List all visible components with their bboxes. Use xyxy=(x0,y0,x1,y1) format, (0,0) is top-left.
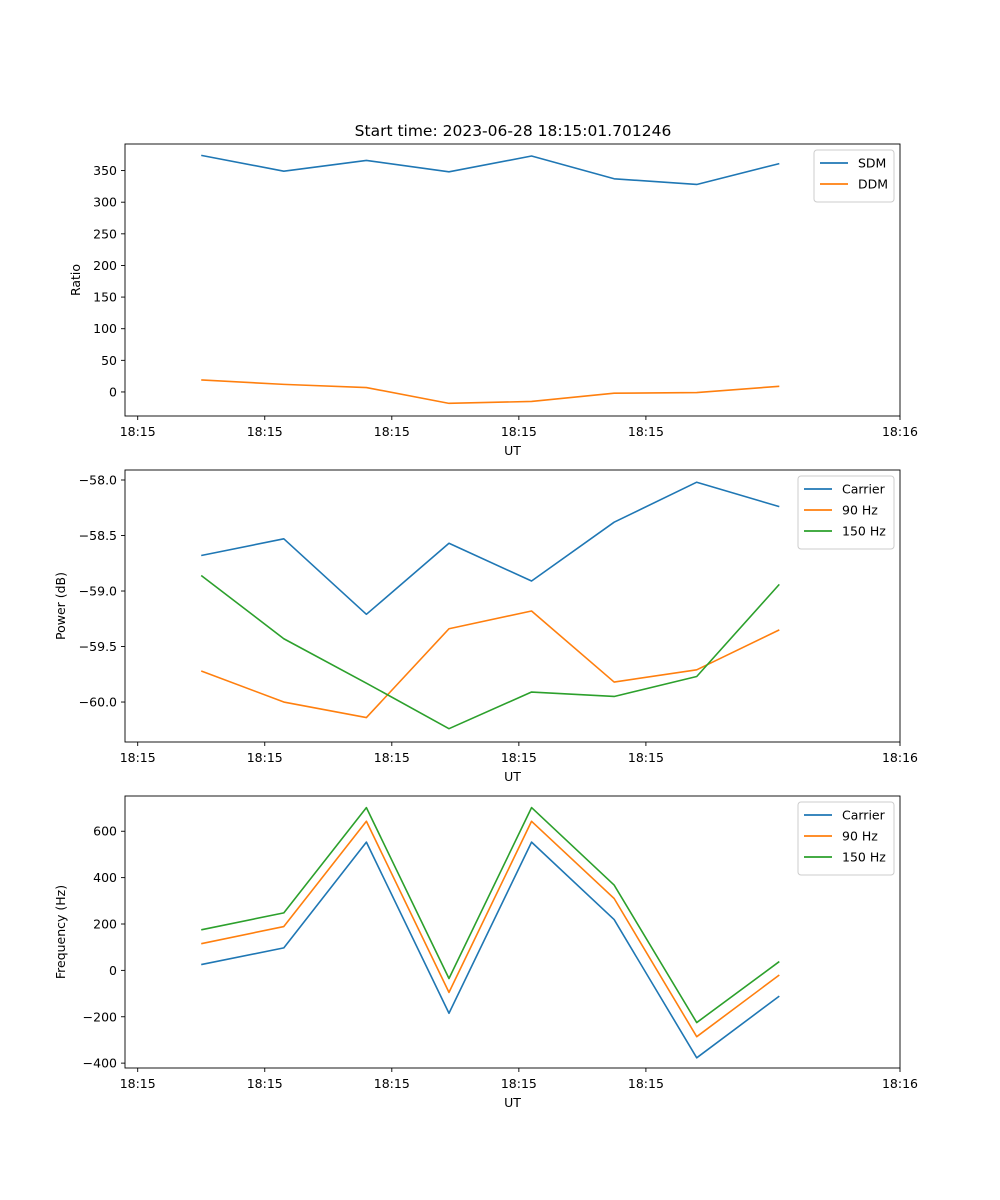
legend-entry: 150 Hz xyxy=(842,524,886,539)
legend-entry: 90 Hz xyxy=(842,829,878,844)
y-tick-label: 50 xyxy=(101,353,117,368)
legend-entry: DDM xyxy=(858,177,888,192)
series-line-2 xyxy=(201,379,780,405)
y-tick-label: −58.0 xyxy=(79,472,117,487)
legend-entry: 150 Hz xyxy=(842,850,886,865)
x-axis-label: UT xyxy=(504,1095,521,1110)
plot-area: 18:15 18:15 18:15 18:15 18:15 18:16 0 50 100 150 2… xyxy=(53,143,918,1110)
x-axis-label: UT xyxy=(504,769,521,784)
x-tick-label: 18:15 xyxy=(374,750,410,765)
legend-entry: Carrier xyxy=(842,808,886,823)
x-tick-label: 18:15 xyxy=(628,1076,664,1091)
y-tick-label: 100 xyxy=(93,321,117,336)
x-tick-label: 18:15 xyxy=(501,1076,537,1091)
y-tick-label: 300 xyxy=(93,195,117,210)
legend: Carrier 90 Hz 150 Hz xyxy=(797,475,895,550)
y-tick-label: −59.0 xyxy=(79,584,117,599)
y-tick-label: −400 xyxy=(83,1056,117,1071)
y-tick-label: 600 xyxy=(93,824,117,839)
series-line-1 xyxy=(201,481,780,616)
subplot-3: 18:15 18:15 18:15 18:15 18:15 18:16 −400 −200 0 2… xyxy=(53,795,918,1110)
y-tick-label: 0 xyxy=(109,963,117,978)
legend-entry: 90 Hz xyxy=(842,503,878,518)
y-tick-label: 400 xyxy=(93,870,117,885)
x-tick-label: 18:15 xyxy=(120,1076,156,1091)
series-line-3 xyxy=(200,574,780,730)
x-axis-label: UT xyxy=(504,443,521,458)
x-tick-label: 18:15 xyxy=(374,1076,410,1091)
y-tick-label: −200 xyxy=(83,1009,117,1024)
x-tick-label: 18:15 xyxy=(501,424,537,439)
series-line-2 xyxy=(200,610,780,719)
legend-entry: SDM xyxy=(858,156,886,171)
y-tick-label: 150 xyxy=(93,290,117,305)
x-tick-label: 18:16 xyxy=(882,750,918,765)
y-tick-label: −60.0 xyxy=(79,695,117,710)
x-tick-label: 18:15 xyxy=(120,424,156,439)
x-tick-label: 18:15 xyxy=(247,750,283,765)
y-axis-label: Frequency (Hz) xyxy=(53,885,68,979)
figure-title: Start time: 2023-06-28 18:15:01.701246 xyxy=(355,122,672,140)
y-tick-label: −58.5 xyxy=(79,528,117,543)
x-tick-label: 18:15 xyxy=(247,424,283,439)
x-tick-label: 18:15 xyxy=(501,750,537,765)
x-tick-label: 18:15 xyxy=(374,424,410,439)
legend: Carrier 90 Hz 150 Hz xyxy=(797,801,895,876)
y-tick-label: 350 xyxy=(93,163,117,178)
x-tick-label: 18:15 xyxy=(120,750,156,765)
y-tick-label: 200 xyxy=(93,258,117,273)
y-axis-label: Ratio xyxy=(68,264,83,296)
axes-frame xyxy=(124,469,901,743)
series-line-1 xyxy=(201,154,780,186)
y-tick-label: 250 xyxy=(93,226,117,241)
x-tick-label: 18:15 xyxy=(247,1076,283,1091)
series-line-2 xyxy=(201,820,780,1038)
axes-frame xyxy=(124,143,901,417)
series-line-3 xyxy=(201,806,780,1024)
y-axis-label: Power (dB) xyxy=(53,572,68,640)
y-tick-label: −59.5 xyxy=(79,639,117,654)
subplot-1: 18:15 18:15 18:15 18:15 18:15 18:16 0 50 100 150 2… xyxy=(68,143,918,458)
legend: SDM DDM xyxy=(813,149,895,203)
subplot-2: 18:15 18:15 18:15 18:15 18:15 18:16 −60.0 −59.5… xyxy=(53,469,918,784)
y-tick-label: 0 xyxy=(109,384,117,399)
legend-entry: Carrier xyxy=(842,482,886,497)
x-tick-label: 18:16 xyxy=(882,424,918,439)
series-line-1 xyxy=(201,841,780,1059)
x-tick-label: 18:16 xyxy=(882,1076,918,1091)
x-tick-label: 18:15 xyxy=(628,424,664,439)
y-tick-label: 200 xyxy=(93,917,117,932)
x-tick-label: 18:15 xyxy=(628,750,664,765)
axes-frame xyxy=(124,795,901,1069)
